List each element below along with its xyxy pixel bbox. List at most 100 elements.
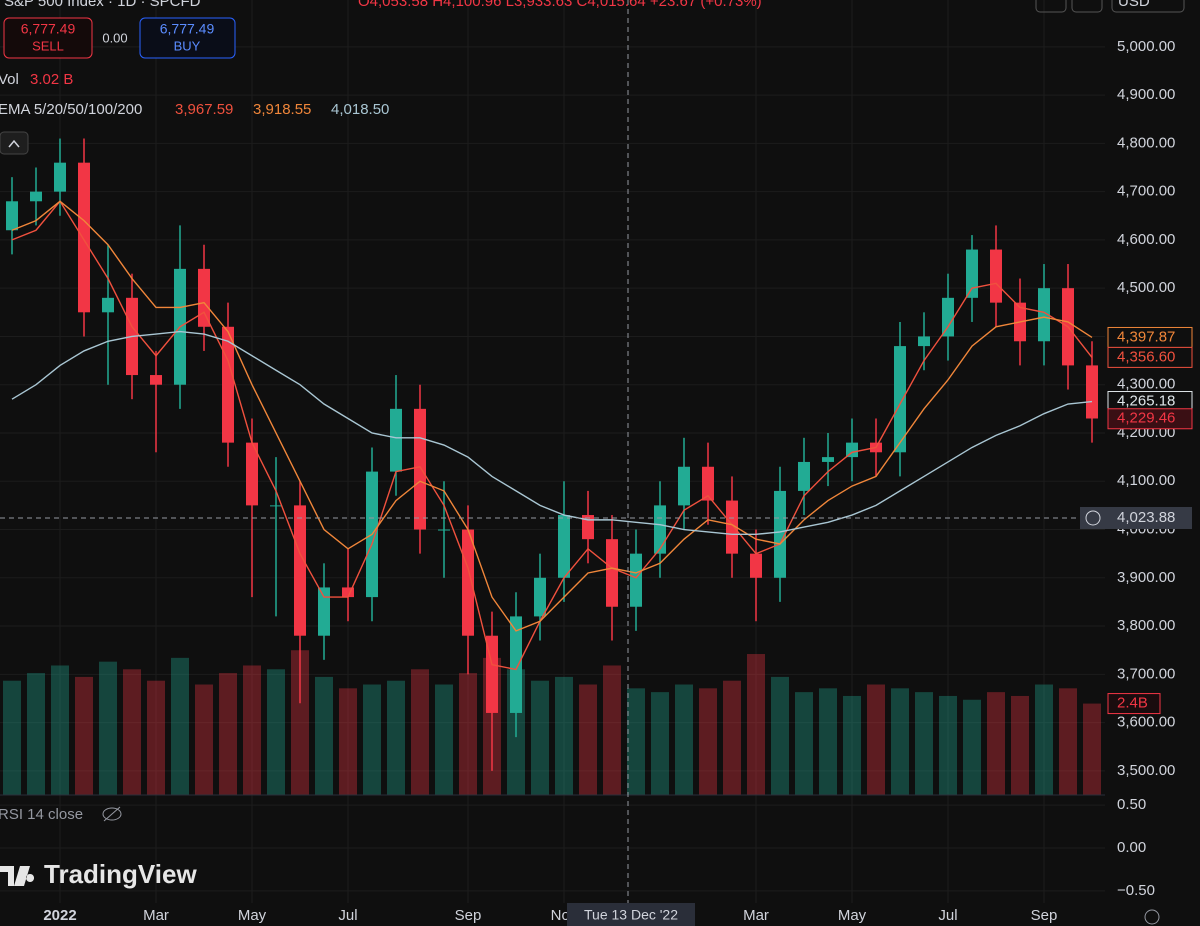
volume-bar [795, 692, 813, 795]
volume-bar [339, 688, 357, 795]
toolbar-button[interactable] [1035, 0, 1067, 13]
candle-body [894, 346, 906, 453]
candle-body [246, 442, 258, 506]
candle-body [558, 515, 570, 578]
volume-bar [75, 676, 93, 795]
volume-bar [195, 684, 213, 795]
y-tick-label: 5,000.00 [1117, 38, 1175, 55]
currency-button[interactable] [1111, 0, 1185, 13]
x-tick-label: Mar [743, 907, 769, 924]
settings-icon[interactable] [1144, 909, 1160, 925]
volume-bar [699, 688, 717, 795]
volume-bar [675, 684, 693, 795]
x-tick-label: Jul [938, 907, 957, 924]
ohlc-legend: O4,053.58 H4,100.96 L3,933.63 C4,015.64 … [358, 0, 762, 10]
volume-bar [411, 669, 429, 795]
y-tick-label: 4,900.00 [1117, 86, 1175, 103]
volume-layer [3, 650, 1101, 795]
volume-bar [1083, 703, 1101, 795]
volume-bar [99, 661, 117, 795]
volume-bar [531, 680, 549, 795]
x-tick-label: Mar [143, 907, 169, 924]
x-tick-label: Sep [1031, 907, 1058, 924]
x-tick-label: Jul [338, 907, 357, 924]
buy-button[interactable] [139, 17, 236, 59]
candle-body [822, 457, 834, 462]
volume-bar [771, 676, 789, 795]
rsi-tick-label: 0.00 [1117, 839, 1146, 856]
candle-body [510, 616, 522, 713]
candle-body [54, 162, 66, 192]
date-tooltip [567, 903, 695, 926]
sell-button[interactable] [3, 17, 93, 59]
candle-body [534, 577, 546, 617]
x-tick-label: May [838, 907, 867, 924]
buy-price: 6,777.49 [160, 21, 215, 37]
spread: 0.00 [102, 30, 127, 45]
volume-bar [723, 680, 741, 795]
volume-bar [603, 665, 621, 795]
volume-bar [219, 673, 237, 795]
y-tick-label: 3,700.00 [1117, 665, 1175, 682]
volume-bar [987, 692, 1005, 795]
x-tick-label: Sep [455, 907, 482, 924]
volume-bar [267, 669, 285, 795]
ema-value: 3,967.59 [175, 101, 233, 118]
candle-body [846, 442, 858, 458]
candle-layer [6, 138, 1098, 771]
y-tick-label: 3,600.00 [1117, 714, 1175, 731]
symbol: S&P 500 Index · 1D · SPCFD [4, 0, 201, 10]
volume-bar [939, 695, 957, 795]
vol-value: 3.02 B [30, 71, 73, 88]
volume-bar [3, 680, 21, 795]
ema-label: EMA 5/20/50/100/200 [0, 101, 142, 118]
logo [0, 866, 35, 886]
volume-bar [435, 684, 453, 795]
volume-bar [459, 673, 477, 795]
y-tick-label: 3,900.00 [1117, 569, 1175, 586]
candle-body [726, 500, 738, 554]
candle-body [798, 461, 810, 491]
candle-body [342, 587, 354, 598]
candle-body [414, 408, 426, 530]
collapse-button[interactable] [0, 131, 29, 155]
volume-bar [891, 688, 909, 795]
crosshair-label: 4,023.88 [1117, 509, 1175, 526]
candle-body [1086, 365, 1098, 419]
candle-body [102, 297, 114, 313]
rsi-tick-label: 0.50 [1117, 796, 1146, 813]
volume-bar [819, 688, 837, 795]
candle-body [462, 529, 474, 636]
volume-bar [747, 654, 765, 795]
y-tick-label: 4,600.00 [1117, 231, 1175, 248]
price-label: 4,356.60 [1117, 348, 1175, 365]
price-label: 4,265.18 [1117, 392, 1175, 409]
candle-body [990, 249, 1002, 303]
ema-layer [11, 200, 1093, 671]
hide-icon[interactable] [102, 806, 122, 822]
candle-body [198, 268, 210, 327]
candle-body [270, 505, 282, 507]
axis-layer: 3,500.00 3,600.00 3,700.00 3,800.00 3,900.00… [0, 38, 1193, 924]
volume-bar [363, 684, 381, 795]
ema-value: 4,018.50 [331, 101, 389, 118]
volume-bar [1059, 688, 1077, 795]
volume-bar [963, 699, 981, 795]
volume-label: 2.4B [1117, 695, 1148, 712]
candle-body [1038, 288, 1050, 342]
y-tick-label: 3,500.00 [1117, 762, 1175, 779]
ema-line [11, 330, 1093, 536]
price-label-box [1107, 408, 1193, 430]
volume-bar [843, 695, 861, 795]
sell-price: 6,777.49 [21, 21, 76, 37]
y-tick-label: 4,500.00 [1117, 279, 1175, 296]
volume-bar [579, 684, 597, 795]
volume-bar [243, 665, 261, 795]
volume-bar [387, 680, 405, 795]
toolbar-button[interactable] [1071, 0, 1103, 13]
ema-value: 3,918.55 [253, 101, 311, 118]
volume-bar [51, 665, 69, 795]
